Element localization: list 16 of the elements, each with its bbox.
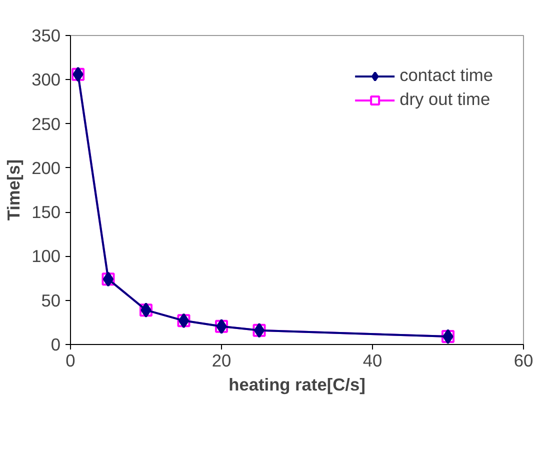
x-axis-title: heating rate[C/s] <box>228 374 366 394</box>
y-tick-label: 50 <box>41 290 61 310</box>
legend-label: contact time <box>400 65 493 86</box>
x-tick-label: 40 <box>362 350 382 370</box>
y-tick-label: 350 <box>32 26 61 46</box>
y-tick-label: 0 <box>50 334 61 354</box>
y-tick-label: 300 <box>32 70 61 90</box>
y-tick-label: 100 <box>32 246 61 266</box>
legend-label: dry out time <box>400 89 490 110</box>
x-tick-label: 60 <box>514 350 533 370</box>
y-axis-title: Time[s] <box>4 159 24 221</box>
y-tick-label: 250 <box>32 114 61 134</box>
x-tick-label: 0 <box>66 350 76 370</box>
x-tick-label: 20 <box>212 350 232 370</box>
y-tick-label: 200 <box>32 158 61 178</box>
y-tick-label: 150 <box>32 202 61 222</box>
